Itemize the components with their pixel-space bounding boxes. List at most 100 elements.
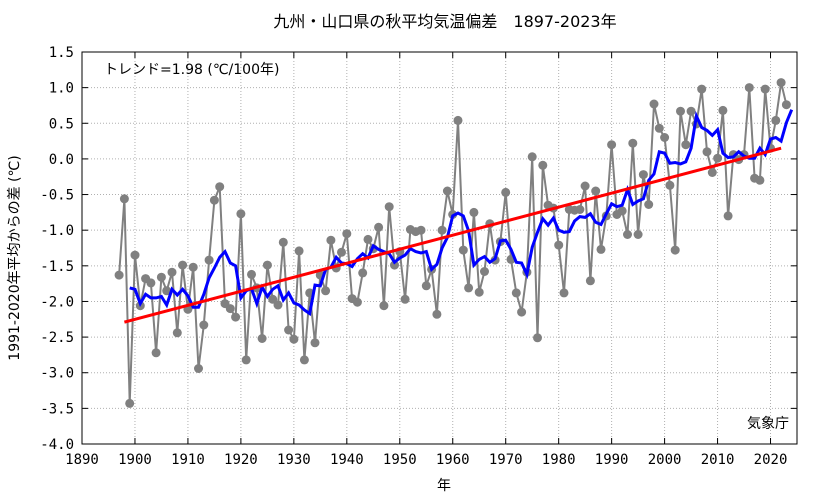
annual-point: [119, 194, 129, 204]
x-tick-label: 1910: [171, 452, 205, 468]
annual-point: [432, 309, 442, 319]
x-tick-label: 2000: [648, 452, 682, 468]
annual-point: [241, 355, 251, 365]
annual-point: [188, 262, 198, 272]
annual-point: [686, 106, 696, 116]
annual-point: [273, 300, 283, 310]
annual-point: [257, 334, 267, 343]
annual-point: [167, 267, 177, 277]
annual-point: [156, 272, 166, 282]
x-axis-label: 年: [437, 478, 451, 494]
annual-point: [517, 307, 527, 317]
y-tick-label: -1.0: [40, 223, 74, 239]
y-axis: 1.5 1.0 0.5 0.0 -0.5 -1.0 -1.5 -2.0 -2.5 -3.0 -3.5…: [40, 45, 797, 453]
x-tick-label: 1940: [330, 452, 364, 468]
annual-point: [384, 202, 394, 212]
annual-point: [442, 186, 452, 196]
annual-point: [469, 207, 479, 217]
annual-point: [130, 250, 140, 260]
x-tick-label: 1960: [436, 452, 470, 468]
annual-point: [284, 325, 294, 335]
x-axis: 1890 1900 1910 1920 1930 1940 1950 1960 1970 1980…: [65, 52, 787, 468]
annual-point: [178, 260, 188, 270]
annual-point: [146, 278, 156, 288]
annual-point: [501, 187, 511, 197]
annual-point: [633, 230, 643, 239]
annual-point: [358, 268, 368, 278]
annual-point: [215, 182, 225, 192]
chart-title: 九州・山口県の秋平均気温偏差 1897-2023年: [273, 12, 616, 31]
y-tick-label: 0.5: [49, 116, 74, 132]
annual-point: [607, 140, 617, 150]
trend-line: [123, 146, 782, 324]
annual-point: [628, 138, 638, 148]
annual-point: [718, 105, 728, 115]
annual-point: [204, 255, 214, 265]
moving-average-line: [129, 109, 794, 317]
annual-point: [194, 364, 203, 373]
x-tick-label: 1990: [595, 452, 629, 468]
annual-point: [580, 181, 590, 191]
annual-point: [390, 260, 399, 270]
annual-point: [480, 267, 489, 276]
annual-point: [278, 237, 288, 247]
annual-point: [585, 276, 595, 286]
annual-point: [209, 195, 219, 205]
x-tick-label: 1920: [224, 452, 258, 468]
annual-point: [533, 333, 542, 343]
y-tick-label: 1.0: [49, 81, 74, 97]
y-tick-label: -2.5: [40, 330, 74, 346]
annual-point: [199, 320, 209, 330]
annual-point: [379, 301, 389, 311]
annual-point: [453, 115, 463, 125]
annual-point: [527, 152, 537, 162]
x-tick-label: 1970: [489, 452, 523, 468]
annual-point: [723, 211, 733, 221]
annual-point: [776, 78, 786, 88]
annual-point: [310, 338, 320, 348]
annual-point: [247, 269, 256, 279]
trend-label: トレンド=1.98 (℃/100年): [104, 62, 279, 78]
annual-point: [702, 147, 712, 157]
annual-point: [681, 140, 691, 150]
annual-point: [352, 297, 362, 307]
annual-point: [114, 270, 124, 280]
annual-point: [697, 84, 707, 94]
x-tick-label: 1890: [65, 452, 99, 468]
annual-point: [289, 334, 299, 344]
annual-point: [458, 245, 468, 255]
y-axis-label: 1991-2020年平均からの差 (℃): [7, 155, 23, 360]
annual-point: [321, 286, 331, 296]
annual-point: [660, 133, 670, 142]
annual-point: [638, 170, 648, 180]
annual-point: [644, 200, 654, 209]
x-tick-label: 2010: [701, 452, 735, 468]
annual-point: [400, 294, 410, 304]
annual-point: [299, 355, 309, 365]
y-tick-label: 0.0: [49, 152, 74, 168]
y-tick-label: 1.5: [49, 45, 74, 61]
annual-point: [575, 205, 585, 214]
annual-point: [437, 225, 447, 235]
annual-point: [538, 160, 548, 170]
annual-point: [591, 186, 601, 196]
annual-point: [337, 247, 346, 257]
x-tick-label: 1950: [383, 452, 417, 468]
y-tick-label: -3.0: [40, 366, 74, 382]
annual-point: [474, 287, 484, 297]
annual-point: [421, 281, 431, 291]
annual-point: [464, 283, 474, 293]
annual-point: [231, 312, 241, 322]
annual-point: [172, 328, 182, 338]
x-tick-label: 1900: [118, 452, 152, 468]
source-label: 気象庁: [747, 416, 789, 432]
annual-point: [374, 222, 384, 232]
annual-point: [262, 260, 272, 270]
annual-point: [771, 115, 781, 125]
annual-point: [665, 180, 675, 190]
annual-point: [713, 153, 723, 163]
annual-point: [162, 286, 172, 296]
y-tick-label: -3.5: [40, 401, 74, 417]
x-tick-label: 1980: [542, 452, 576, 468]
